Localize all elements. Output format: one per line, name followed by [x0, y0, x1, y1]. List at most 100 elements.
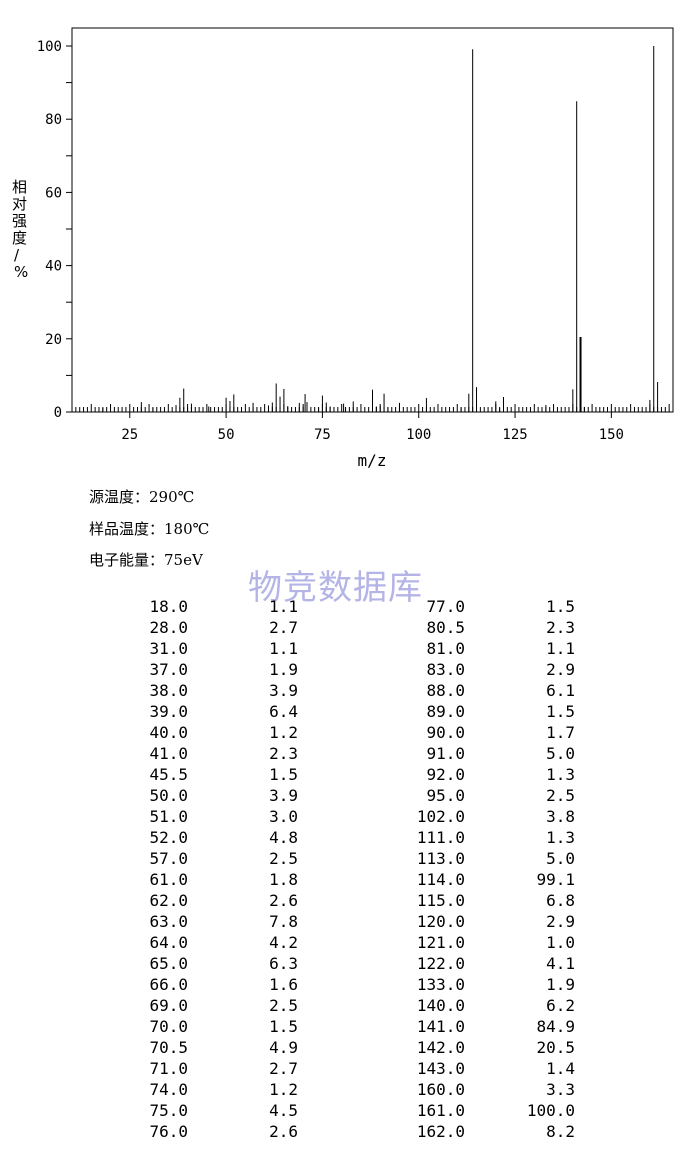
table-intensity-cell: 1.9 [269, 660, 298, 679]
watermark: 物竞数据库 [248, 568, 423, 608]
table-intensity-cell: 1.3 [546, 828, 575, 847]
table-mz-cell: 120.0 [416, 912, 465, 931]
x-tick-label: 50 [218, 427, 235, 443]
y-tick-label: 20 [45, 332, 62, 348]
table-mz-cell: 66.0 [149, 975, 188, 994]
table-mz-cell: 121.0 [416, 933, 465, 952]
table-mz-cell: 95.0 [426, 786, 465, 805]
table-intensity-cell: 2.7 [269, 618, 298, 637]
table-mz-cell: 38.0 [149, 681, 188, 700]
table-intensity-cell: 6.8 [546, 891, 575, 910]
table-intensity-cell: 1.6 [269, 975, 298, 994]
y-tick-label: 60 [45, 185, 62, 201]
table-intensity-cell: 1.0 [546, 933, 575, 952]
table-intensity-cell: 3.9 [269, 786, 298, 805]
table-mz-cell: 61.0 [149, 870, 188, 889]
table-intensity-cell: 99.1 [536, 870, 575, 889]
table-mz-cell: 83.0 [426, 660, 465, 679]
table-mz-cell: 70.5 [149, 1038, 188, 1057]
table-mz-cell: 31.0 [149, 639, 188, 658]
x-tick-label: 150 [599, 427, 624, 443]
table-mz-cell: 70.0 [149, 1017, 188, 1036]
table-intensity-cell: 8.2 [546, 1122, 575, 1141]
table-intensity-cell: 2.9 [546, 660, 575, 679]
y-tick-label: 80 [45, 112, 62, 128]
x-axis-label: m/z [358, 451, 387, 470]
table-mz-cell: 45.5 [149, 765, 188, 784]
table-intensity-cell: 1.1 [546, 639, 575, 658]
table-mz-cell: 28.0 [149, 618, 188, 637]
table-mz-cell: 115.0 [416, 891, 465, 910]
table-mz-cell: 75.0 [149, 1101, 188, 1120]
table-intensity-cell: 1.1 [269, 597, 298, 616]
x-axis: 25 50 75 100 125 150 [121, 412, 624, 443]
table-mz-cell: 91.0 [426, 744, 465, 763]
x-tick-label: 100 [406, 427, 431, 443]
table-intensity-cell: 2.5 [546, 786, 575, 805]
table-intensity-cell: 3.0 [269, 807, 298, 826]
table-intensity-cell: 4.2 [269, 933, 298, 952]
table-intensity-cell: 2.5 [269, 849, 298, 868]
table-intensity-cell: 6.4 [269, 702, 298, 721]
table-intensity-cell: 4.9 [269, 1038, 298, 1057]
table-mz-cell: 143.0 [416, 1059, 465, 1078]
table-intensity-cell: 6.3 [269, 954, 298, 973]
table-intensity-cell: 1.5 [546, 702, 575, 721]
table-mz-cell: 161.0 [416, 1101, 465, 1120]
table-mz-cell: 69.0 [149, 996, 188, 1015]
table-intensity-cell: 1.5 [269, 1017, 298, 1036]
table-intensity-cell: 2.6 [269, 891, 298, 910]
table-mz-cell: 76.0 [149, 1122, 188, 1141]
table-intensity-cell: 100.0 [526, 1101, 575, 1120]
table-mz-cell: 57.0 [149, 849, 188, 868]
table-mz-cell: 89.0 [426, 702, 465, 721]
x-tick-label: 125 [502, 427, 527, 443]
y-tick-label: 0 [54, 405, 62, 421]
electron-energy: 电子能量：75eV [89, 551, 203, 569]
table-mz-cell: 37.0 [149, 660, 188, 679]
table-intensity-cell: 1.5 [546, 597, 575, 616]
x-tick-label: 25 [121, 427, 138, 443]
table-mz-cell: 162.0 [416, 1122, 465, 1141]
table-mz-cell: 63.0 [149, 912, 188, 931]
table-mz-cell: 80.5 [426, 618, 465, 637]
table-mz-cell: 77.0 [426, 597, 465, 616]
table-intensity-cell: 1.2 [269, 723, 298, 742]
table-mz-cell: 74.0 [149, 1080, 188, 1099]
table-mz-cell: 39.0 [149, 702, 188, 721]
y-tick-label: 100 [37, 39, 62, 55]
plot-frame [71, 27, 674, 413]
sample-temperature: 样品温度：180℃ [89, 520, 210, 538]
table-mz-cell: 62.0 [149, 891, 188, 910]
table-intensity-cell: 1.8 [269, 870, 298, 889]
y-axis: 0 20 40 60 80 100 [37, 39, 72, 421]
table-intensity-cell: 1.1 [269, 639, 298, 658]
table-intensity-cell: 1.3 [546, 765, 575, 784]
table-mz-cell: 142.0 [416, 1038, 465, 1057]
mass-spectrum-chart: 0 20 40 60 80 100 25 50 75 100 125 150 m/z 相对强度/% [12, 27, 674, 470]
table-mz-cell: 18.0 [149, 597, 188, 616]
table-mz-cell: 88.0 [426, 681, 465, 700]
table-intensity-cell: 5.0 [546, 849, 575, 868]
table-intensity-cell: 2.5 [269, 996, 298, 1015]
table-mz-cell: 114.0 [416, 870, 465, 889]
table-mz-cell: 64.0 [149, 933, 188, 952]
table-intensity-cell: 1.4 [546, 1059, 575, 1078]
table-intensity-cell: 4.8 [269, 828, 298, 847]
table-mz-cell: 40.0 [149, 723, 188, 742]
table-intensity-cell: 3.9 [269, 681, 298, 700]
y-axis-label: 相对强度/% [12, 178, 28, 281]
table-intensity-cell: 2.3 [269, 744, 298, 763]
table-intensity-cell: 7.8 [269, 912, 298, 931]
table-intensity-cell: 2.6 [269, 1122, 298, 1141]
table-mz-cell: 51.0 [149, 807, 188, 826]
table-mz-cell: 41.0 [149, 744, 188, 763]
table-mz-cell: 90.0 [426, 723, 465, 742]
table-mz-cell: 141.0 [416, 1017, 465, 1036]
table-intensity-cell: 1.2 [269, 1080, 298, 1099]
table-intensity-cell: 2.7 [269, 1059, 298, 1078]
table-mz-cell: 122.0 [416, 954, 465, 973]
table-intensity-cell: 2.9 [546, 912, 575, 931]
x-tick-label: 75 [314, 427, 331, 443]
table-intensity-cell: 6.2 [546, 996, 575, 1015]
